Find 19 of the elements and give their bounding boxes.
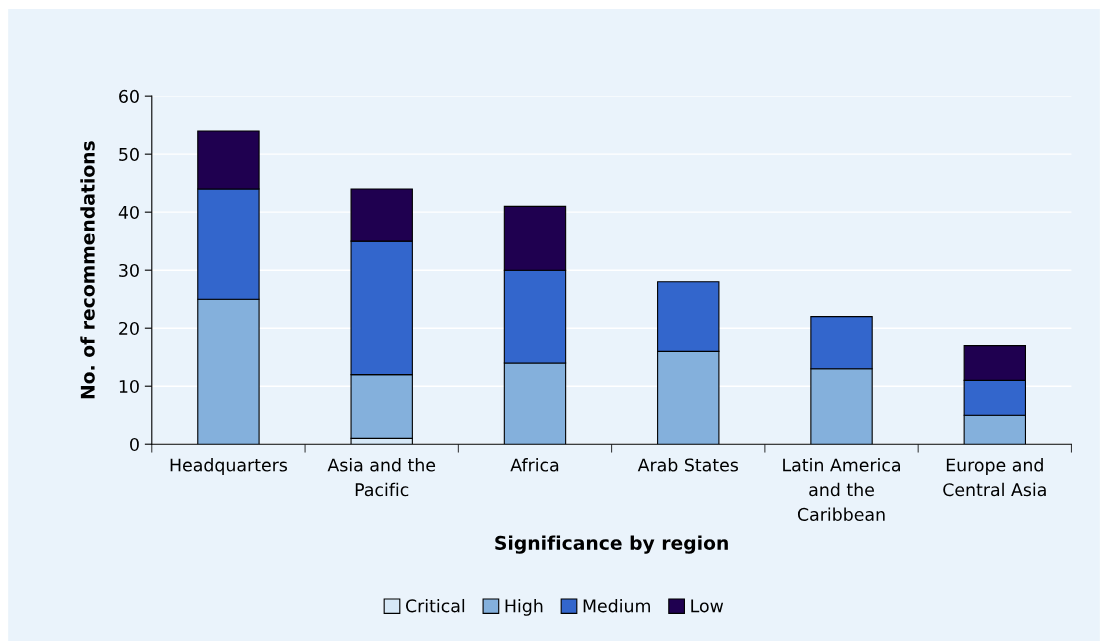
y-tick-label: 20 (119, 321, 139, 336)
legend-label: Low (691, 599, 724, 613)
y-tick-label: 10 (119, 379, 139, 394)
y-tick-label: 0 (130, 437, 139, 452)
x-axis-title: Significance by region (495, 535, 728, 554)
x-tick-label: Arab States (637, 458, 738, 472)
x-tick-label: Africa (510, 458, 559, 472)
y-tick-label: 30 (119, 263, 139, 278)
y-tick-label: 60 (119, 89, 139, 103)
x-tick-label: Europe and Central Asia (943, 458, 1046, 497)
legend-label: High (505, 598, 543, 616)
legend-label: Critical (405, 598, 465, 613)
y-tick-label: 40 (118, 205, 139, 220)
x-tick-label: Asia and the Pacific (327, 458, 436, 497)
y-tick-label: 50 (119, 147, 139, 161)
x-tick-label: Headquarters (170, 458, 288, 475)
legend-label: Medium (583, 598, 650, 613)
y-axis-title: No. of recommendations (80, 141, 95, 399)
x-tick-label: Latin America and the Caribbean (783, 458, 900, 521)
